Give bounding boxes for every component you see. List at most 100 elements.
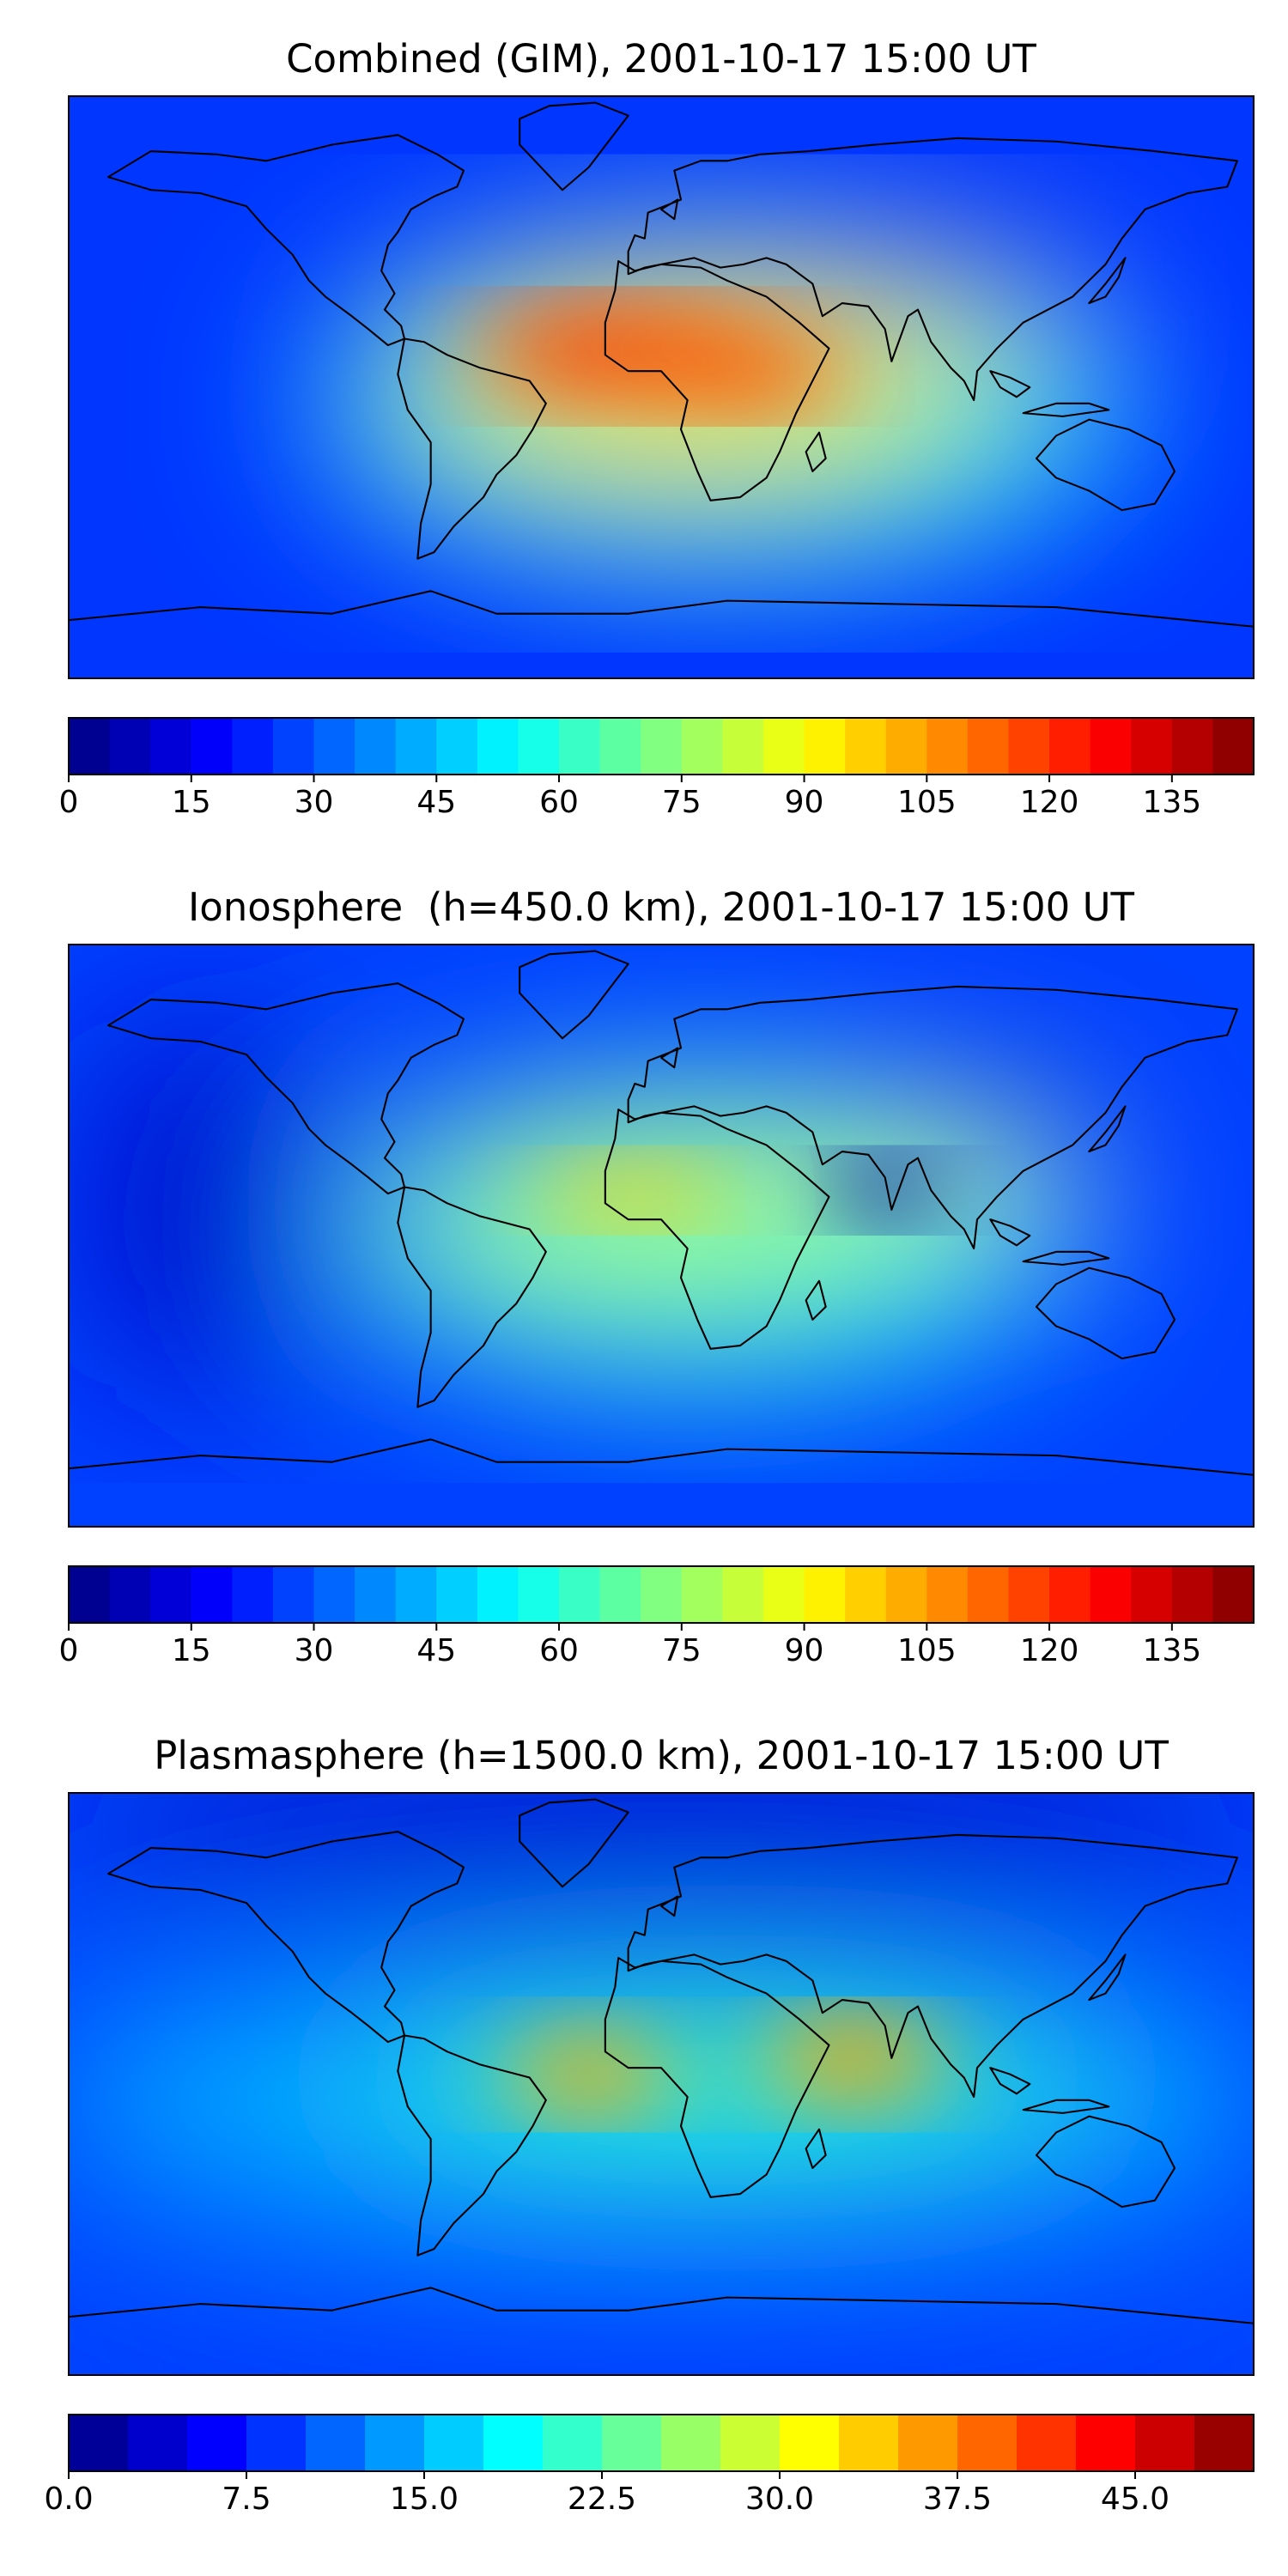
colorbar-swatch [599, 1566, 641, 1623]
colorbar-swatch [722, 718, 764, 775]
colorbar-swatch [641, 718, 683, 775]
colorbar-tick-label: 60 [539, 1633, 579, 1668]
colorbar-swatch [839, 2415, 899, 2471]
colorbar-tick-label: 105 [897, 785, 957, 820]
colorbar-tick-label: 75 [662, 1633, 702, 1668]
colorbar-swatch [1090, 1566, 1132, 1623]
colorbar-tick-label: 90 [785, 1633, 824, 1668]
colorbar-tick-label: 105 [897, 1633, 957, 1668]
colorbar-swatch [559, 1566, 601, 1623]
colorbar-swatch [885, 718, 927, 775]
colorbar-swatch [720, 2415, 781, 2471]
colorbar-swatch [641, 1566, 683, 1623]
colorbar-swatch [355, 718, 397, 775]
panel-title: Combined (GIM), 2001-10-17 15:00 UT [286, 36, 1036, 82]
colorbar-swatch [559, 718, 601, 775]
colorbar-swatch [543, 2415, 603, 2471]
colorbar-tick-label: 30 [295, 785, 334, 820]
colorbar-swatch [191, 718, 233, 775]
colorbar-tick-label: 120 [1020, 1633, 1079, 1668]
colorbar-swatch [483, 2415, 544, 2471]
colorbar-swatch [306, 2415, 366, 2471]
colorbar-swatch [191, 1566, 233, 1623]
panel-title: Plasmasphere (h=1500.0 km), 2001-10-17 1… [154, 1733, 1169, 1778]
colorbar-swatch [661, 2415, 721, 2471]
map-frame [68, 1792, 1255, 2376]
colorbar-swatch [69, 1566, 111, 1623]
colorbar-swatch [518, 718, 560, 775]
colorbar-swatch [804, 1566, 846, 1623]
colorbar-tick-label: 45 [416, 1633, 456, 1668]
panel-ionosphere: Ionosphere (h=450.0 km), 2001-10-17 15:0… [59, 884, 1255, 1668]
colorbar-swatch [1049, 1566, 1091, 1623]
panel-title: Ionosphere (h=450.0 km), 2001-10-17 15:0… [188, 884, 1135, 930]
colorbar-swatch [477, 718, 519, 775]
colorbar-swatch [681, 718, 723, 775]
colorbar-swatch [762, 718, 805, 775]
colorbar-swatch [804, 718, 846, 775]
colorbar-swatch [722, 1566, 764, 1623]
colorbar-swatch [232, 1566, 274, 1623]
colorbar-swatch [518, 1566, 560, 1623]
colorbar-swatch [602, 2415, 662, 2471]
colorbar-swatch [436, 1566, 478, 1623]
colorbar-swatch [313, 718, 355, 775]
colorbar-swatch [1212, 1566, 1255, 1623]
colorbar-swatch [313, 1566, 355, 1623]
tec-map [69, 1754, 1254, 2382]
colorbar-swatch [780, 2415, 840, 2471]
colorbar-tick-label: 7.5 [222, 2482, 270, 2517]
colorbar-frame [68, 2414, 1255, 2472]
colorbar-swatch [109, 1566, 151, 1623]
colorbar-swatch [1171, 718, 1214, 775]
colorbar-swatch [246, 2415, 307, 2471]
colorbar-swatch [845, 1566, 887, 1623]
colorbar-swatch [1171, 1566, 1214, 1623]
colorbar-swatch [150, 1566, 192, 1623]
colorbar-swatch [109, 718, 151, 775]
colorbar-swatch [436, 718, 478, 775]
colorbar-swatch [927, 1566, 969, 1623]
colorbar-swatch [845, 718, 887, 775]
colorbar-swatch [395, 718, 437, 775]
tec-map [69, 945, 1254, 1527]
colorbar-swatch [1008, 718, 1050, 775]
colorbar-frame [68, 717, 1255, 775]
colorbar-swatch [477, 1566, 519, 1623]
colorbar-tick-label: 15 [172, 785, 211, 820]
colorbar-tick-label: 75 [662, 785, 702, 820]
colorbar-swatch [967, 1566, 1010, 1623]
colorbar: 0 15 30 45 60 75 90 105 120 135 [59, 1565, 1255, 1668]
colorbar-tick-label: 135 [1142, 785, 1201, 820]
colorbar-swatch [1131, 718, 1173, 775]
colorbar-swatch [1131, 1566, 1173, 1623]
colorbar-swatch [1090, 718, 1132, 775]
colorbar-tick-label: 135 [1142, 1633, 1201, 1668]
colorbar-swatch [395, 1566, 437, 1623]
colorbar-swatch [1008, 1566, 1050, 1623]
colorbar-tick-label: 45 [416, 785, 456, 820]
colorbar-swatch [365, 2415, 425, 2471]
colorbar-swatch [1049, 718, 1091, 775]
colorbar-swatch [69, 718, 111, 775]
colorbar-swatch [424, 2415, 484, 2471]
colorbar-swatch [232, 718, 274, 775]
colorbar-tick-label: 37.5 [923, 2482, 992, 2517]
colorbar-swatch [187, 2415, 247, 2471]
panel-combined: Combined (GIM), 2001-10-17 15:00 UT 0 15 3… [59, 36, 1255, 820]
colorbar-swatch [927, 718, 969, 775]
colorbar-swatch [1135, 2415, 1195, 2471]
colorbar-tick-label: 15.0 [390, 2482, 459, 2517]
colorbar-tick-label: 15 [172, 1633, 211, 1668]
colorbar-swatch [681, 1566, 723, 1623]
colorbar-tick-label: 30.0 [745, 2482, 814, 2517]
colorbar-swatch [128, 2415, 188, 2471]
colorbar-tick-label: 120 [1020, 785, 1079, 820]
colorbar-tick-label: 30 [295, 1633, 334, 1668]
colorbar: 0.0 7.5 15.0 22.5 30.0 37.5 45.0 [44, 2414, 1255, 2517]
colorbar-tick-label: 60 [539, 785, 579, 820]
colorbar-swatch [599, 718, 641, 775]
colorbar-swatch [898, 2415, 958, 2471]
colorbar: 0 15 30 45 60 75 90 105 120 135 [59, 717, 1255, 820]
